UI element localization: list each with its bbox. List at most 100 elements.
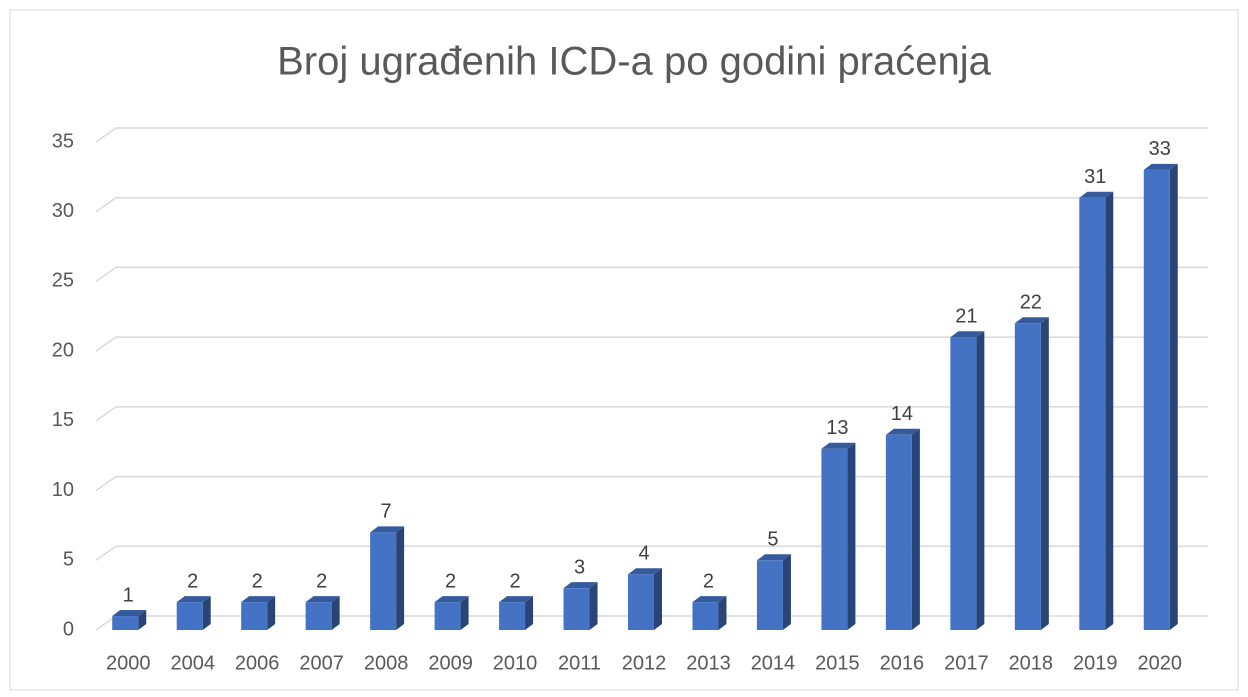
x-tick-label: 2007 — [299, 652, 344, 674]
bar-top — [176, 596, 211, 603]
x-tick-label: 2010 — [493, 652, 538, 674]
bar-side — [911, 428, 920, 630]
data-label: 31 — [1084, 166, 1106, 188]
bar-top — [305, 596, 340, 603]
x-tick-label: 2006 — [235, 652, 280, 674]
x-tick-label: 2020 — [1138, 652, 1183, 674]
bar-side — [976, 331, 985, 630]
bar — [950, 337, 977, 630]
bar-top — [1143, 163, 1178, 170]
bar-side — [138, 610, 147, 630]
x-tick-label: 2015 — [815, 652, 860, 674]
x-tick-label: 2017 — [944, 652, 989, 674]
bar-side — [267, 596, 276, 630]
bar — [628, 574, 654, 630]
x-tick-label: 2004 — [170, 652, 215, 674]
bar-side — [847, 442, 856, 630]
bar-side — [1040, 317, 1049, 630]
y-tick-label: 0 — [63, 618, 74, 640]
y-tick-label: 25 — [52, 270, 74, 292]
y-tick-label: 15 — [52, 409, 74, 431]
bar — [305, 602, 332, 630]
data-label: 2 — [187, 570, 198, 592]
data-label: 5 — [767, 529, 778, 551]
bar-side — [589, 582, 598, 630]
bar — [241, 602, 268, 630]
bar — [1143, 169, 1170, 630]
data-label: 2 — [252, 570, 263, 592]
bar — [112, 616, 139, 630]
data-label: 2 — [509, 570, 520, 592]
bar-top — [885, 428, 920, 435]
data-label: 33 — [1149, 138, 1171, 160]
bar — [176, 602, 203, 630]
data-label: 2 — [445, 570, 456, 592]
bar — [1014, 323, 1041, 630]
bar-top — [563, 582, 598, 589]
bar-side — [460, 596, 469, 630]
bar — [563, 588, 590, 630]
x-tick-label: 2013 — [686, 652, 731, 674]
bar-top — [499, 596, 534, 603]
bar-side — [396, 526, 405, 630]
grid-line — [95, 127, 1208, 143]
bar — [756, 560, 783, 630]
bar — [885, 434, 912, 630]
x-tick-label: 2016 — [880, 652, 925, 674]
x-tick-label: 2008 — [364, 652, 409, 674]
bar-top — [628, 568, 662, 575]
bar — [434, 602, 461, 630]
data-label: 3 — [574, 556, 585, 578]
x-tick-label: 2018 — [1009, 652, 1054, 674]
x-tick-label: 2009 — [428, 652, 473, 674]
grid-line — [95, 406, 1208, 422]
bar-top — [434, 596, 469, 603]
y-tick-label: 5 — [63, 549, 74, 571]
bar-top — [1079, 191, 1114, 198]
bar-side — [782, 554, 791, 630]
bar-top — [692, 596, 727, 603]
bar-top — [950, 331, 985, 338]
data-label: 4 — [638, 543, 649, 565]
y-tick-label: 30 — [52, 200, 74, 222]
grid-line — [95, 336, 1208, 352]
bar-top — [1014, 317, 1049, 324]
bar-side — [1169, 163, 1178, 630]
bar-side — [525, 596, 534, 630]
grid-line — [95, 196, 1208, 213]
data-label: 7 — [381, 501, 392, 523]
data-label: 1 — [123, 584, 134, 606]
x-tick-label: 2012 — [622, 652, 667, 674]
data-label: 21 — [955, 305, 977, 327]
x-tick-label: 2014 — [751, 652, 796, 674]
bar-top — [370, 526, 405, 533]
bar — [1079, 197, 1106, 630]
bar — [821, 448, 848, 630]
y-tick-label: 35 — [52, 130, 74, 152]
bar-side — [1105, 191, 1114, 630]
x-tick-label: 2000 — [106, 652, 151, 674]
bar — [370, 532, 397, 630]
grid-line — [95, 266, 1208, 283]
bar-top — [112, 610, 147, 617]
y-tick-label: 10 — [52, 479, 74, 501]
bar-side — [202, 596, 211, 630]
data-label: 2 — [703, 570, 714, 592]
bar-top — [821, 442, 856, 449]
x-tick-label: 2011 — [558, 652, 601, 674]
bar-side — [331, 596, 340, 630]
x-tick-label: 2019 — [1073, 652, 1118, 674]
data-label: 13 — [826, 417, 848, 439]
bar — [499, 602, 526, 630]
bar-top — [756, 554, 791, 561]
bar-side — [654, 568, 662, 630]
y-tick-label: 20 — [52, 339, 74, 361]
bar-top — [241, 596, 276, 603]
data-label: 22 — [1020, 292, 1042, 314]
bar-side — [718, 596, 727, 630]
chart-title: Broj ugrađenih ICD-a po godini praćenja — [277, 40, 992, 84]
data-label: 14 — [891, 403, 913, 425]
bar — [692, 602, 719, 630]
data-label: 2 — [316, 570, 327, 592]
